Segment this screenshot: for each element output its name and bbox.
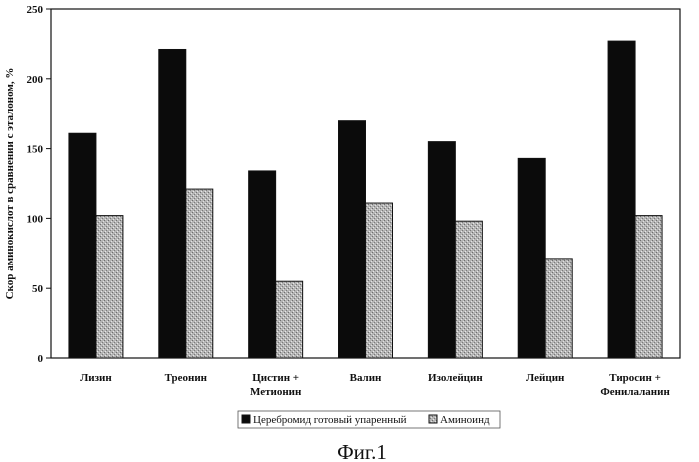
y-tick-label: 0 <box>38 353 44 365</box>
bar-aminoind-2 <box>186 189 213 358</box>
bar-cerebromid-2 <box>159 49 186 358</box>
bar-aminoind-7 <box>635 216 662 358</box>
bar-cerebromid-1 <box>69 133 96 358</box>
x-category-label: Валин <box>350 372 382 384</box>
x-category-label: Треонин <box>165 372 208 384</box>
bar-aminoind-4 <box>366 203 393 358</box>
bar-cerebromid-4 <box>339 121 366 358</box>
bar-aminoind-5 <box>455 221 482 358</box>
figure-caption: Фиг.1 <box>337 440 387 462</box>
legend: Церебромид готовый упаренный Аминоинд <box>238 411 500 428</box>
x-category-label: Фенилаланин <box>600 386 670 398</box>
legend-label-cerebromid: Церебромид готовый упаренный <box>253 414 407 426</box>
x-category-label: Лизин <box>80 372 112 384</box>
bar-cerebromid-6 <box>518 158 545 358</box>
y-tick-label: 100 <box>27 213 44 225</box>
legend-swatch-aminoind <box>429 415 437 423</box>
x-category-label: Лейцин <box>526 372 565 384</box>
y-tick-label: 50 <box>32 283 44 295</box>
legend-swatch-cerebromid <box>242 415 250 423</box>
legend-label-aminoind: Аминоинд <box>440 414 490 426</box>
y-axis-label: Скор аминокислот в сравнении с эталоном,… <box>4 68 16 300</box>
y-tick-label: 250 <box>27 4 44 16</box>
y-tick-label: 200 <box>27 74 44 86</box>
x-category-label: Тиросин + <box>609 372 661 384</box>
bar-cerebromid-7 <box>608 41 635 358</box>
bar-aminoind-1 <box>96 216 123 358</box>
x-category-label: Изолейцин <box>428 372 483 384</box>
plot-area: 0 50 100 150 200 250 Скор аминокислот в сравне… <box>4 4 680 398</box>
bar-aminoind-3 <box>276 281 303 358</box>
bar-cerebromid-3 <box>249 171 276 358</box>
y-tick-label: 150 <box>27 144 44 156</box>
x-category-label: Метионин <box>250 386 302 398</box>
bar-aminoind-6 <box>545 259 572 358</box>
bar-cerebromid-5 <box>428 142 455 358</box>
x-category-label: Цистин + <box>252 372 299 384</box>
